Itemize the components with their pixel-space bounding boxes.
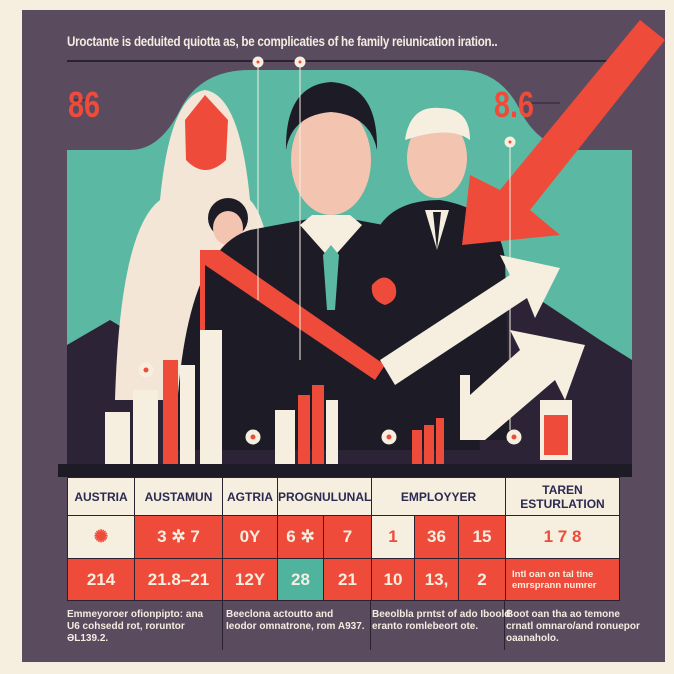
bar-charts	[105, 330, 572, 465]
table-header-row: AUSTRIA AUSTAMUN AGTRIA PROGNULUNAL EMPL…	[67, 477, 621, 516]
table-header: AGTRIA	[222, 477, 278, 516]
chart-baseline	[58, 464, 632, 477]
table-row: 214 21.8–21 12Y 28 21 10 13, 2 Intl oan …	[67, 558, 621, 601]
table-header: AUSTAMUN	[134, 477, 223, 516]
up-trend-arrow-2	[460, 330, 585, 440]
stat-left: 86	[68, 84, 101, 125]
table-cell: 21	[322, 558, 373, 601]
table-header: TAREN ESTURLATION	[505, 477, 621, 516]
table-row: ✺ 3 ✲ 7 0Y 6 ✲ 7 1 36 15 1 7 8	[67, 515, 621, 559]
footnote: Beeolbla prntst of ado Iboold eranto rom…	[372, 609, 511, 632]
sun-icon: ✺	[67, 515, 135, 559]
divider	[370, 600, 371, 650]
table-cell: 7	[322, 515, 373, 559]
table-cell: 214	[67, 558, 135, 601]
infographic-title: Uroctante is deduited quiotta as, be com…	[67, 34, 498, 49]
down-trend-arrow	[200, 250, 385, 380]
table-cell: 2	[458, 558, 507, 601]
table-header: EMPLOYYER	[371, 477, 507, 516]
up-trend-arrow	[380, 255, 560, 385]
table-cell: 0Y	[222, 515, 278, 559]
table-cell: 10	[371, 558, 416, 601]
markers	[70, 56, 560, 445]
divider	[222, 600, 223, 650]
table-cell: 1	[371, 515, 416, 559]
table-header: PROGNULUNAL	[276, 477, 373, 516]
table-cell: 13,	[414, 558, 460, 601]
stat-right: 8.6	[494, 84, 535, 125]
table-cell: 21.8–21	[134, 558, 223, 601]
table-cell: 15	[458, 515, 507, 559]
title-divider	[67, 60, 642, 62]
table-cell: Intl oan on tal tine emrsprann numrer	[505, 558, 621, 601]
data-table: AUSTRIA AUSTAMUN AGTRIA PROGNULUNAL EMPL…	[67, 477, 621, 601]
table-cell: 1 7 8	[505, 515, 621, 559]
table-cell: 28	[277, 558, 324, 601]
flower-icon: ✲	[171, 527, 186, 546]
table-cell: 36	[414, 515, 460, 559]
flower-icon: ✲	[300, 527, 315, 546]
footnote: Emmeyoroer ofionpipto: ana U6 cohsedd ro…	[67, 609, 204, 644]
table-header: AUSTRIA	[67, 477, 135, 516]
divider	[504, 600, 505, 650]
footnote: Boot oan tha ao temone crnatl omnaro/and…	[506, 609, 640, 644]
table-cell: 12Y	[222, 558, 278, 601]
footnote: Beeclona actoutto and Ieodor omnatrone, …	[226, 609, 365, 632]
table-cell: 6 ✲	[277, 515, 324, 559]
down-red-arrow	[462, 20, 665, 245]
table-cell: 3 ✲ 7	[134, 515, 223, 559]
